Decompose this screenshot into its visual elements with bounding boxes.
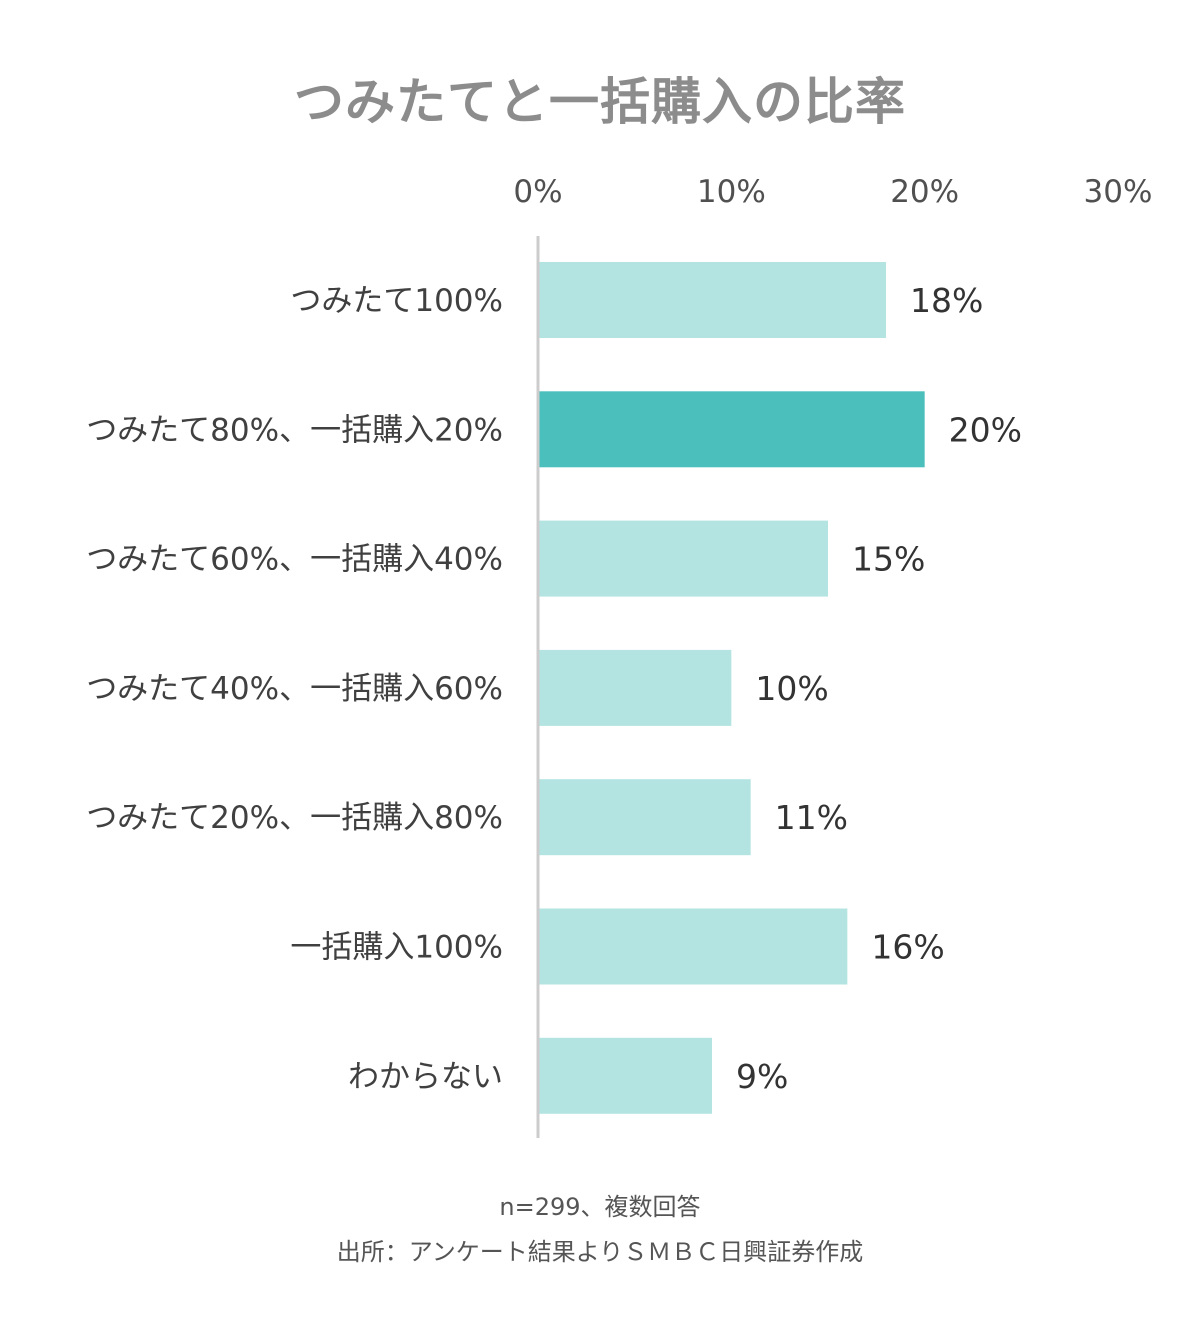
- category-label: 一括購入100%: [290, 930, 503, 966]
- category-label: つみたて80%、一括購入20%: [86, 412, 503, 448]
- x-tick-label: 20%: [890, 174, 959, 210]
- data-label: 10%: [755, 669, 828, 708]
- category-label: つみたて40%、一括購入60%: [86, 671, 503, 707]
- source-note: 出所：アンケート結果よりＳＭＢＣ日興証券作成: [336, 1238, 864, 1266]
- bar: [538, 649, 732, 726]
- sample-note: n=299、複数回答: [499, 1193, 701, 1221]
- bar: [538, 908, 848, 985]
- bar: [538, 391, 925, 468]
- bar: [538, 1037, 712, 1114]
- x-tick-label: 10%: [697, 174, 766, 210]
- bar: [538, 262, 886, 338]
- data-label: 18%: [910, 281, 983, 320]
- category-label: つみたて20%、一括購入80%: [86, 800, 503, 836]
- category-label: つみたて60%、一括購入40%: [86, 542, 503, 578]
- category-label: わからない: [348, 1059, 503, 1095]
- bar: [538, 520, 828, 597]
- data-label: 11%: [775, 798, 848, 837]
- bar: [538, 779, 751, 856]
- data-label: 15%: [852, 540, 925, 579]
- data-label: 20%: [949, 410, 1022, 449]
- data-label: 9%: [736, 1057, 788, 1096]
- x-tick-label: 30%: [1084, 174, 1153, 210]
- x-tick-label: 0%: [513, 174, 562, 210]
- data-label: 16%: [871, 928, 944, 967]
- category-label: つみたて100%: [290, 283, 503, 319]
- chart-title: つみたてと一括購入の比率: [294, 73, 906, 131]
